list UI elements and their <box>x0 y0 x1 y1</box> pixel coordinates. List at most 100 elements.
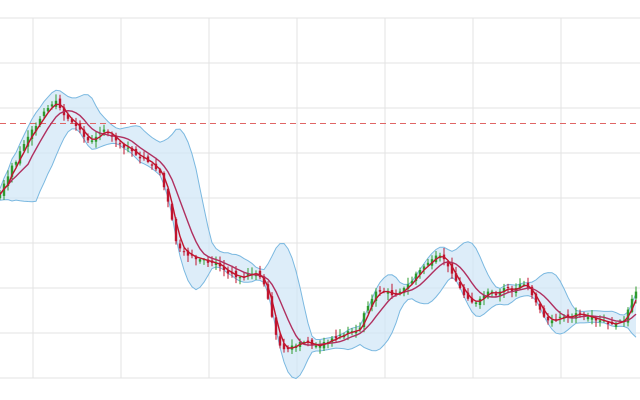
candle-body <box>590 316 594 320</box>
candle <box>206 256 210 267</box>
candle-body <box>222 266 226 270</box>
candle-body <box>74 122 78 126</box>
candle-body <box>38 118 42 125</box>
candle-body <box>238 277 242 279</box>
candle <box>366 301 370 314</box>
candle-body <box>214 262 218 265</box>
candle-body <box>550 320 554 324</box>
candle-body <box>386 291 390 294</box>
candle-body <box>466 292 470 299</box>
candle-body <box>614 324 618 327</box>
candle-body <box>358 327 362 330</box>
candle-body <box>518 284 522 289</box>
candle <box>138 151 142 164</box>
candle-body <box>458 281 462 288</box>
candle-body <box>534 293 538 303</box>
candle-body <box>26 136 30 147</box>
candle-body <box>462 287 466 296</box>
candle-body <box>198 259 202 262</box>
candle-body <box>354 331 358 334</box>
candle-body <box>150 164 154 166</box>
band-fill <box>0 90 636 379</box>
candle-body <box>474 302 478 304</box>
candle-body <box>70 119 74 123</box>
candle <box>58 94 62 111</box>
candle-body <box>34 126 38 132</box>
candle-body <box>22 144 26 151</box>
candle-body <box>334 336 338 339</box>
candle <box>542 305 546 318</box>
candle-body <box>566 314 570 317</box>
candle-body <box>402 288 406 294</box>
candle-body <box>418 270 422 275</box>
candle <box>374 288 378 307</box>
candle-body <box>362 313 366 328</box>
candle <box>82 126 86 143</box>
candle-body <box>542 308 546 317</box>
band-upper <box>0 89 637 340</box>
candle <box>458 277 462 290</box>
candle-body <box>578 312 582 314</box>
candle-body <box>186 250 190 256</box>
candle-body <box>634 291 638 299</box>
candle <box>586 312 590 322</box>
candle-body <box>494 293 498 296</box>
candle-body <box>174 218 178 242</box>
candle <box>462 284 466 298</box>
grid <box>0 17 640 379</box>
candle-body <box>586 316 590 320</box>
candle-body <box>178 243 182 249</box>
candle-body <box>102 129 106 132</box>
candle-body <box>170 203 174 220</box>
candle <box>550 314 554 327</box>
candle <box>6 170 10 191</box>
candle-body <box>502 288 506 292</box>
candle <box>226 266 230 279</box>
candle-body <box>106 132 110 134</box>
band-lower <box>0 128 637 380</box>
candle <box>258 265 262 280</box>
candle-body <box>10 165 14 177</box>
candle <box>406 277 410 295</box>
candle-body <box>414 273 418 281</box>
candle <box>118 140 122 149</box>
candle-body <box>46 108 50 112</box>
candle-body <box>262 276 266 285</box>
candle <box>22 140 26 153</box>
candle-body <box>422 266 426 270</box>
candle <box>450 257 454 279</box>
candle-body <box>66 114 70 119</box>
candle-body <box>0 194 2 199</box>
candle-body <box>378 290 382 292</box>
candle-body <box>282 343 286 350</box>
candle-body <box>546 316 550 321</box>
candle-body <box>278 336 282 346</box>
candle <box>494 290 498 297</box>
candle-body <box>346 331 350 334</box>
candle-body <box>114 135 118 141</box>
candle <box>74 117 78 131</box>
candle-body <box>258 270 262 278</box>
candle <box>42 108 46 119</box>
candle-body <box>482 295 486 299</box>
candle-body <box>406 284 410 289</box>
candle-body <box>530 286 534 296</box>
candle <box>178 239 182 252</box>
candle <box>538 302 542 314</box>
candle-body <box>42 111 46 116</box>
candle-body <box>274 317 278 335</box>
candle <box>530 285 534 299</box>
candle <box>498 288 502 302</box>
candle-body <box>58 98 62 108</box>
candle-body <box>18 151 22 164</box>
candle <box>26 130 30 154</box>
candle-body <box>162 172 166 188</box>
candle-body <box>370 298 374 307</box>
candle <box>282 338 286 353</box>
ma-fast-line <box>0 103 637 349</box>
candle-body <box>426 262 430 266</box>
candle-body <box>14 162 18 165</box>
candle <box>606 321 610 330</box>
candle-body <box>166 188 170 202</box>
